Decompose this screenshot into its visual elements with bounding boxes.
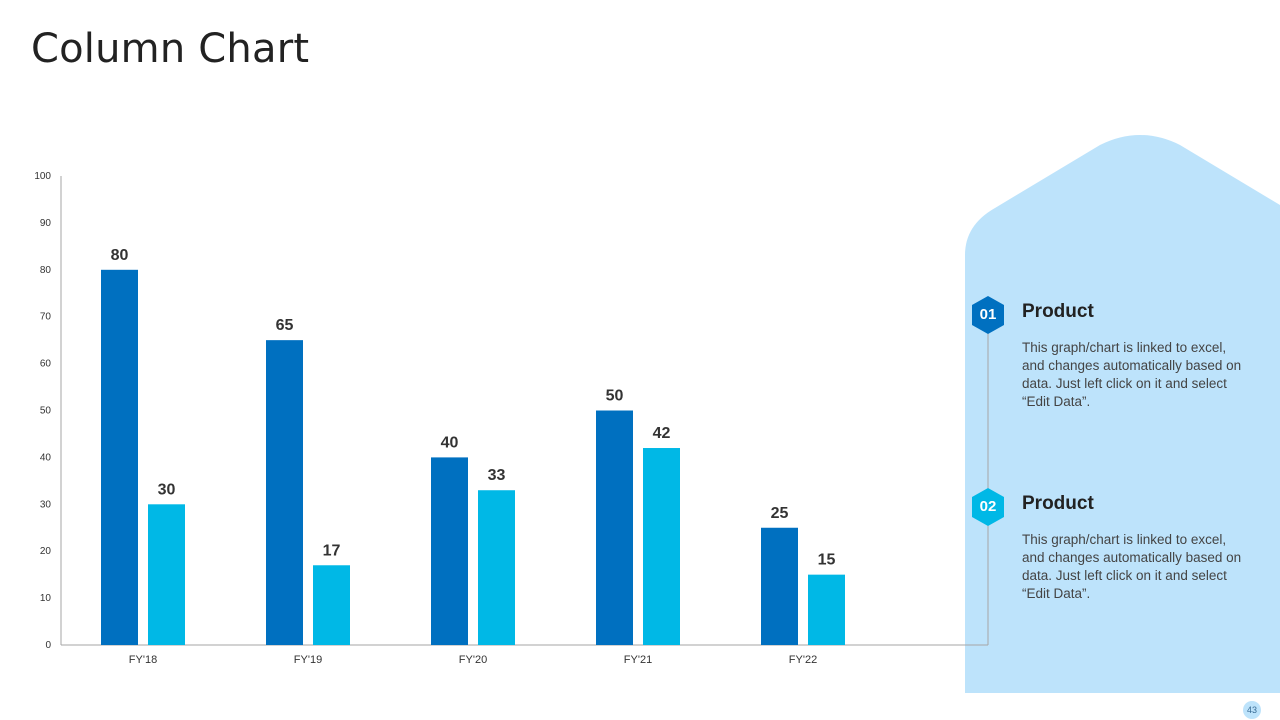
bar [761, 527, 798, 645]
bar [266, 340, 303, 645]
y-tick-label: 20 [40, 546, 52, 557]
x-tick-label: FY'22 [789, 654, 817, 666]
legend-description: This graph/chart is linked to excel, and… [1022, 532, 1242, 601]
y-tick-label: 50 [40, 406, 52, 417]
y-tick-label: 40 [40, 452, 52, 463]
bar [431, 457, 468, 645]
legend-title: Product [1022, 493, 1094, 514]
y-tick-label: 60 [40, 359, 52, 370]
y-tick-label: 0 [45, 640, 51, 651]
x-tick-label: FY'20 [459, 654, 487, 666]
y-tick-label: 100 [34, 171, 51, 182]
data-label: 17 [323, 542, 341, 559]
page-number: 43 [1243, 701, 1261, 719]
legend-number: 02 [979, 498, 997, 515]
bar [478, 490, 515, 645]
y-tick-label: 80 [40, 265, 52, 276]
x-tick-label: FY'19 [294, 654, 322, 666]
legend-title: Product [1022, 301, 1094, 322]
data-label: 40 [441, 434, 459, 451]
bar [808, 574, 845, 645]
bar [643, 448, 680, 645]
data-label: 80 [111, 247, 129, 264]
y-tick-label: 30 [40, 499, 52, 510]
x-tick-label: FY'21 [624, 654, 652, 666]
y-tick-label: 70 [40, 312, 52, 323]
data-label: 65 [276, 317, 294, 334]
data-label: 33 [488, 467, 506, 484]
y-tick-label: 10 [40, 593, 52, 604]
legend-description: This graph/chart is linked to excel, and… [1022, 340, 1242, 409]
bar [101, 269, 138, 645]
y-tick-label: 90 [40, 218, 52, 229]
data-label: 30 [158, 481, 176, 498]
x-tick-label: FY'18 [129, 654, 157, 666]
bar [148, 504, 185, 645]
hexagon-icon [972, 488, 1004, 526]
data-label: 25 [771, 505, 789, 522]
data-label: 15 [818, 552, 836, 569]
hexagon-icon [972, 296, 1004, 334]
bar [313, 565, 350, 645]
legend-number: 01 [979, 306, 997, 323]
data-label: 50 [606, 388, 624, 405]
page-title: Column Chart [31, 26, 310, 72]
bar [596, 410, 633, 645]
data-label: 42 [653, 425, 671, 442]
